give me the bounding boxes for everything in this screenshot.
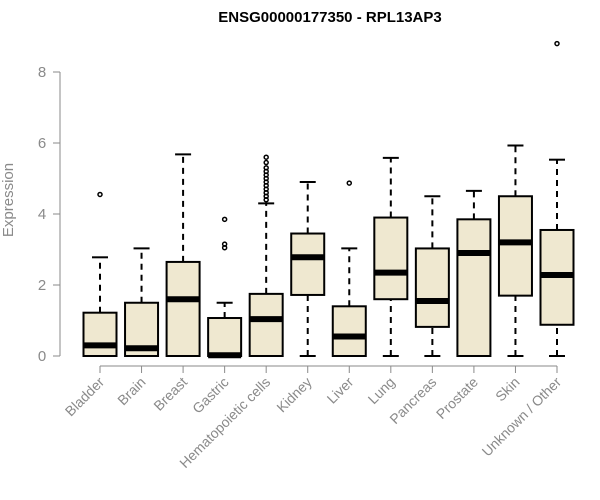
box-iqr bbox=[290, 232, 326, 296]
box-iqr bbox=[82, 311, 118, 358]
y-tick-label: 2 bbox=[38, 277, 46, 294]
box-group bbox=[539, 40, 575, 357]
box-iqr bbox=[456, 218, 492, 357]
outlier-point bbox=[263, 154, 269, 160]
box-iqr bbox=[207, 317, 243, 358]
y-axis-label: Expression bbox=[0, 163, 17, 237]
box-group bbox=[82, 191, 118, 358]
box-group bbox=[331, 180, 367, 357]
box-iqr bbox=[165, 260, 201, 357]
box-group bbox=[207, 216, 243, 359]
x-tick-label: Unknown / Other bbox=[479, 374, 565, 460]
x-tick-label: Skin bbox=[492, 374, 523, 405]
x-tick-label: Kidney bbox=[273, 374, 315, 416]
outlier-point bbox=[263, 159, 269, 166]
outlier-point bbox=[221, 241, 228, 247]
x-tick-label: Bladder bbox=[62, 374, 108, 420]
box-series bbox=[82, 40, 575, 359]
chart-title: ENSG00000177350 - RPL13AP3 bbox=[218, 9, 441, 26]
y-tick-label: 0 bbox=[38, 348, 46, 365]
box-group bbox=[290, 181, 326, 357]
box-iqr bbox=[414, 247, 450, 328]
box-group bbox=[248, 154, 284, 357]
box-group bbox=[456, 189, 492, 357]
y-tick-label: 4 bbox=[38, 206, 46, 223]
box-group bbox=[497, 144, 533, 357]
x-tick-label: Lung bbox=[365, 374, 398, 407]
box-iqr bbox=[248, 292, 284, 357]
box-iqr bbox=[497, 195, 533, 297]
outlier-point bbox=[263, 165, 269, 171]
box-iqr bbox=[373, 216, 409, 301]
x-tick-label: Breast bbox=[150, 374, 190, 414]
x-tick-label: Brain bbox=[114, 374, 148, 408]
outlier-point bbox=[97, 191, 103, 198]
y-tick-label: 6 bbox=[38, 135, 46, 152]
box-group bbox=[414, 195, 450, 357]
box-iqr bbox=[331, 305, 367, 357]
outlier-point bbox=[221, 216, 228, 223]
outlier-point bbox=[554, 40, 560, 47]
x-tick-label: Prostate bbox=[433, 374, 481, 422]
y-tick-label: 8 bbox=[38, 64, 46, 81]
outlier-point bbox=[346, 180, 353, 186]
box-group bbox=[165, 153, 201, 357]
box-group bbox=[373, 156, 409, 357]
y-axis: 0 2 4 6 8 bbox=[38, 64, 61, 365]
box-group bbox=[124, 247, 160, 357]
x-tick-label: Liver bbox=[324, 374, 357, 407]
